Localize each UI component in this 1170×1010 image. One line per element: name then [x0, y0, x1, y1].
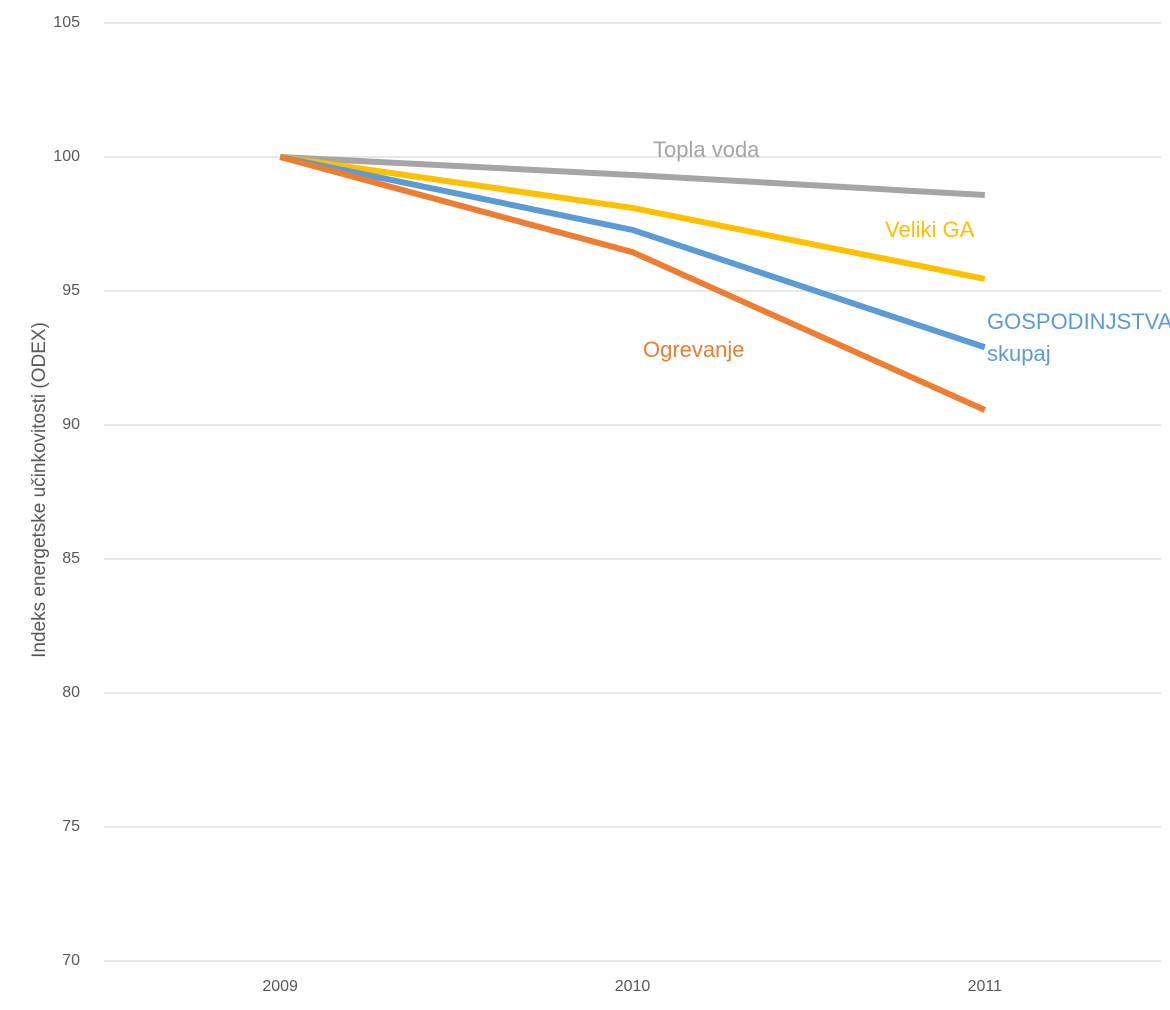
series-line: [279, 154, 986, 351]
y-tick-label: 95: [62, 282, 80, 299]
y-tick-label: 105: [53, 14, 80, 31]
series-label: GOSPODINJSTVA skupaj: [987, 309, 1170, 366]
y-tick-label: 100: [53, 148, 80, 165]
series-line: [279, 154, 986, 282]
x-tick-label: 2010: [615, 978, 651, 995]
x-tick-label: 2009: [262, 978, 298, 995]
y-tick-label: 85: [62, 550, 80, 567]
series-label: Veliki GA: [885, 217, 975, 242]
y-tick-label: 80: [62, 684, 80, 701]
x-tick-label: 2011: [968, 978, 1003, 995]
series-line: [280, 154, 986, 199]
series-line: [279, 154, 987, 413]
series-label: Ogrevanje: [643, 337, 745, 362]
y-axis-title: Indeks energetske učinkovitosti (ODEX): [29, 322, 50, 658]
series-label: Topla voda: [653, 137, 760, 162]
y-tick-label: 75: [62, 818, 80, 835]
y-tick-label: 70: [62, 952, 80, 969]
y-tick-label: 90: [62, 416, 80, 433]
